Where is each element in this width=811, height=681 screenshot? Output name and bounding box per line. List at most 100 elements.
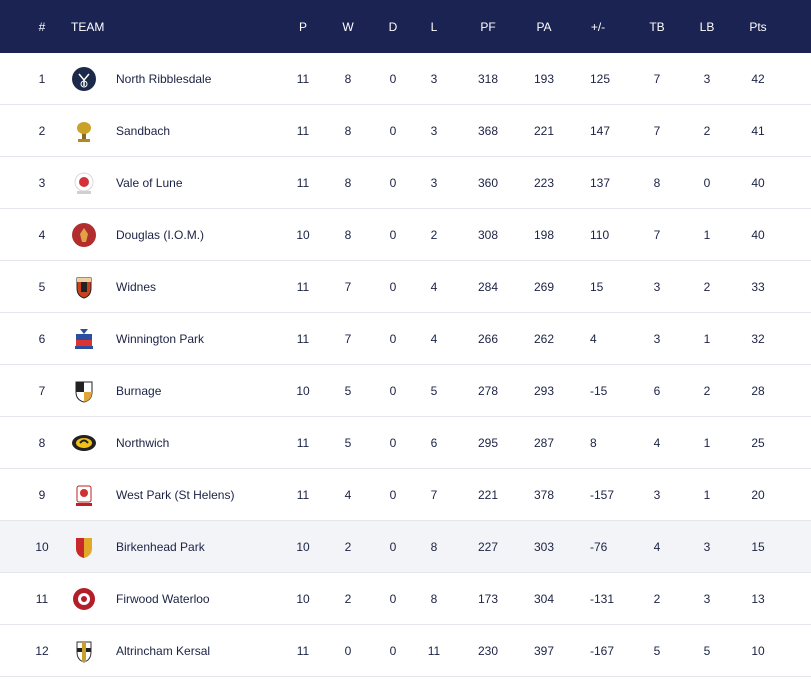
try-bonus-value: 4 bbox=[653, 539, 661, 554]
won-value: 2 bbox=[344, 539, 352, 554]
points-for-value: 221 bbox=[477, 487, 499, 502]
losing-bonus-value: 2 bbox=[703, 279, 711, 294]
lost-value: 3 bbox=[430, 175, 438, 190]
team-name[interactable]: West Park (St Helens) bbox=[116, 487, 235, 502]
team-name[interactable]: Burnage bbox=[116, 383, 162, 398]
try-bonus-value: 6 bbox=[653, 383, 661, 398]
points-against-value: 397 bbox=[533, 643, 555, 658]
won-value: 8 bbox=[344, 175, 352, 190]
played-value: 11 bbox=[296, 487, 310, 502]
header-try-bonus[interactable]: TB bbox=[649, 19, 665, 34]
points-against-value: 269 bbox=[533, 279, 555, 294]
team-position: 6 bbox=[38, 331, 46, 346]
played-value: 11 bbox=[296, 643, 310, 658]
points-difference-value: 110 bbox=[590, 227, 610, 242]
points-for-value: 368 bbox=[477, 123, 499, 138]
points-for-value: 227 bbox=[477, 539, 499, 554]
table-row[interactable]: 11 Firwood Waterloo 10 2 0 8 173 304 -13… bbox=[0, 573, 811, 625]
team-name[interactable]: Birkenhead Park bbox=[116, 539, 205, 554]
vale-of-lune-crest-icon bbox=[74, 172, 94, 194]
points-for-value: 173 bbox=[477, 591, 499, 606]
team-name[interactable]: Firwood Waterloo bbox=[116, 591, 210, 606]
try-bonus-value: 7 bbox=[653, 123, 661, 138]
played-value: 11 bbox=[296, 435, 310, 450]
points-for-value: 278 bbox=[477, 383, 499, 398]
header-points-difference[interactable]: +/- bbox=[590, 19, 606, 34]
header-team[interactable]: TEAM bbox=[71, 19, 105, 34]
points-value: 40 bbox=[751, 227, 765, 242]
points-value: 28 bbox=[751, 383, 765, 398]
header-losing-bonus[interactable]: LB bbox=[699, 19, 715, 34]
team-position: 12 bbox=[35, 643, 49, 658]
team-name[interactable]: Vale of Lune bbox=[116, 175, 183, 190]
table-body: 1 North Ribblesdale 11 8 0 3 318 193 125… bbox=[0, 53, 811, 677]
header-played[interactable]: P bbox=[298, 19, 307, 34]
team-crest bbox=[70, 261, 98, 312]
team-crest bbox=[70, 313, 98, 364]
drawn-value: 0 bbox=[389, 71, 397, 86]
sandbach-crest-icon bbox=[77, 121, 91, 142]
table-row[interactable]: 12 Altrincham Kersal 11 0 0 11 230 397 -… bbox=[0, 625, 811, 677]
team-name[interactable]: Widnes bbox=[116, 279, 157, 294]
table-row[interactable]: 6 Winnington Park 11 7 0 4 266 262 4 3 1… bbox=[0, 313, 811, 365]
header-drawn[interactable]: D bbox=[388, 19, 398, 34]
header-lost[interactable]: L bbox=[430, 19, 438, 34]
points-for-value: 360 bbox=[477, 175, 499, 190]
played-value: 10 bbox=[296, 539, 310, 554]
north-ribblesdale-crest-icon bbox=[72, 66, 96, 91]
header-won[interactable]: W bbox=[342, 19, 354, 34]
points-value: 42 bbox=[751, 71, 765, 86]
team-name[interactable]: Northwich bbox=[116, 435, 170, 450]
table-row[interactable]: 2 Sandbach 11 8 0 3 368 221 147 7 2 41 bbox=[0, 105, 811, 157]
team-name[interactable]: Altrincham Kersal bbox=[116, 643, 211, 658]
points-difference-value: 4 bbox=[590, 331, 597, 346]
team-crest bbox=[70, 573, 98, 624]
burnage-crest-icon bbox=[75, 381, 93, 403]
team-crest bbox=[70, 521, 98, 572]
points-difference-value: -157 bbox=[590, 487, 615, 502]
losing-bonus-value: 2 bbox=[703, 123, 711, 138]
header-points[interactable]: Pts bbox=[749, 19, 767, 34]
table-row[interactable]: 9 West Park (St Helens) 11 4 0 7 221 378… bbox=[0, 469, 811, 521]
points-against-value: 287 bbox=[533, 435, 555, 450]
drawn-value: 0 bbox=[389, 643, 397, 658]
table-row[interactable]: 10 Birkenhead Park 10 2 0 8 227 303 -76 … bbox=[0, 521, 811, 573]
firwood-waterloo-crest-icon bbox=[73, 587, 95, 610]
table-row[interactable]: 1 North Ribblesdale 11 8 0 3 318 193 125… bbox=[0, 53, 811, 105]
widnes-crest-icon bbox=[76, 277, 92, 299]
table-row[interactable]: 8 Northwich 11 5 0 6 295 287 8 4 1 25 bbox=[0, 417, 811, 469]
table-row[interactable]: 3 Vale of Lune 11 8 0 3 360 223 137 8 0 … bbox=[0, 157, 811, 209]
header-points-against[interactable]: PA bbox=[536, 19, 552, 34]
team-name[interactable]: Sandbach bbox=[116, 123, 171, 138]
team-name[interactable]: Winnington Park bbox=[116, 331, 205, 346]
lost-value: 8 bbox=[430, 591, 438, 606]
header-points-for[interactable]: PF bbox=[480, 19, 496, 34]
team-position: 1 bbox=[38, 71, 46, 86]
won-value: 7 bbox=[344, 279, 352, 294]
lost-value: 2 bbox=[430, 227, 438, 242]
table-row[interactable]: 7 Burnage 10 5 0 5 278 293 -15 6 2 28 bbox=[0, 365, 811, 417]
played-value: 11 bbox=[296, 175, 310, 190]
points-against-value: 304 bbox=[533, 591, 555, 606]
northwich-crest-icon bbox=[72, 434, 96, 451]
team-name[interactable]: Douglas (I.O.M.) bbox=[116, 227, 205, 242]
drawn-value: 0 bbox=[389, 123, 397, 138]
header-position[interactable]: # bbox=[38, 19, 46, 34]
winnington-park-crest-icon bbox=[75, 328, 93, 349]
drawn-value: 0 bbox=[389, 279, 397, 294]
try-bonus-value: 3 bbox=[653, 279, 661, 294]
team-name[interactable]: North Ribblesdale bbox=[116, 71, 212, 86]
losing-bonus-value: 3 bbox=[703, 591, 711, 606]
team-position: 10 bbox=[35, 539, 49, 554]
table-row[interactable]: 5 Widnes 11 7 0 4 284 269 15 3 2 33 bbox=[0, 261, 811, 313]
won-value: 8 bbox=[344, 123, 352, 138]
try-bonus-value: 7 bbox=[653, 71, 661, 86]
table-row[interactable]: 4 Douglas (I.O.M.) 10 8 0 2 308 198 110 … bbox=[0, 209, 811, 261]
points-difference-value: -167 bbox=[590, 643, 615, 658]
team-crest bbox=[70, 105, 98, 156]
losing-bonus-value: 2 bbox=[703, 383, 711, 398]
points-for-value: 284 bbox=[477, 279, 499, 294]
won-value: 8 bbox=[344, 227, 352, 242]
lost-value: 5 bbox=[430, 383, 438, 398]
